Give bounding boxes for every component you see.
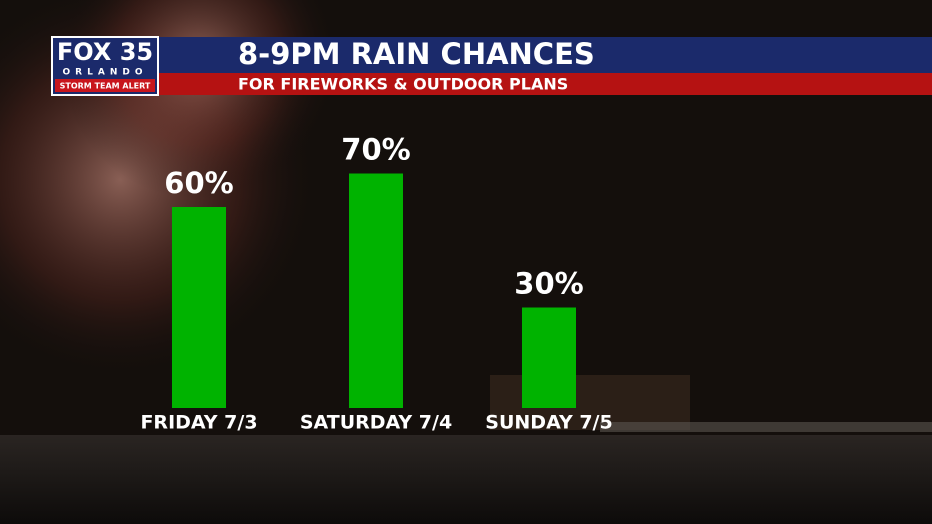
logo-city: ORLANDO (63, 68, 148, 78)
pier (600, 422, 932, 432)
chart-title: 8-9PM RAIN CHANCES (238, 37, 595, 71)
value-label: 70% (341, 133, 410, 167)
chart-subtitle: FOR FIREWORKS & OUTDOOR PLANS (238, 75, 568, 94)
bar (522, 307, 576, 408)
value-label: 60% (164, 166, 233, 200)
logo-alert: STORM TEAM ALERT (60, 82, 151, 91)
subtitle-bar (158, 73, 932, 95)
bar (349, 173, 403, 408)
category-label: FRIDAY 7/3 (140, 412, 257, 434)
logo-alert-bg (55, 79, 155, 92)
value-label: 30% (514, 267, 583, 301)
title-bar (158, 37, 932, 73)
water (0, 435, 932, 524)
bar (172, 207, 226, 408)
category-label: SUNDAY 7/5 (485, 412, 612, 434)
logo-station: FOX 35 (57, 38, 153, 66)
category-label: SATURDAY 7/4 (300, 412, 452, 434)
